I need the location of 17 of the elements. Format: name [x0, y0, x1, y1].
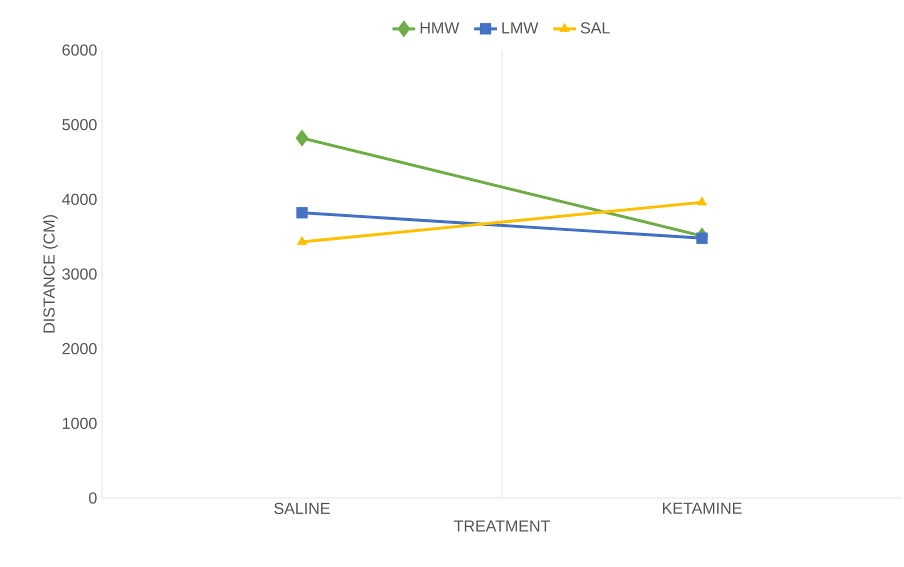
- y-tick-label: 2000: [62, 342, 97, 354]
- y-tick-label: 1000: [62, 418, 97, 429]
- x-tick-label: KETAMINE: [663, 502, 742, 514]
- legend-label: HMW: [420, 22, 460, 34]
- y-tick-label: 4000: [62, 194, 97, 205]
- point: [696, 232, 708, 244]
- legend-label: LMW: [502, 22, 538, 34]
- y-tick-label: 5000: [62, 119, 97, 130]
- y-tick-label: 0: [89, 492, 97, 504]
- y-tick-label: 3000: [62, 268, 97, 280]
- x-axis-title: TREATMENT: [454, 520, 550, 532]
- point: [296, 207, 308, 218]
- point: [296, 130, 308, 146]
- y-axis-title: DISTANCE (CM): [42, 215, 58, 333]
- legend-label: SAL: [580, 22, 610, 34]
- x-tick-label: SALINE: [274, 502, 330, 514]
- y-tick-label: 6000: [62, 44, 97, 56]
